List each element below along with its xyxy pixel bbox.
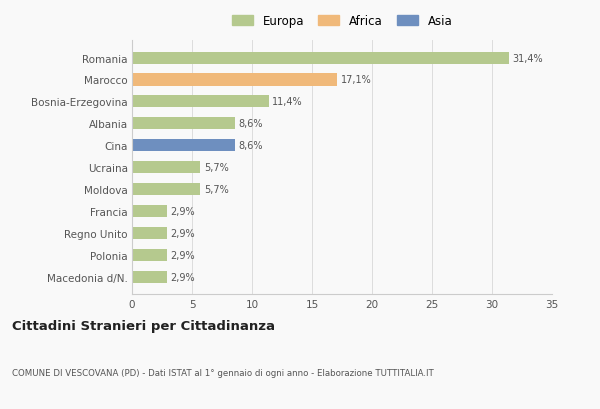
Text: 5,7%: 5,7% bbox=[204, 163, 229, 173]
Bar bbox=[132, 140, 235, 152]
Bar bbox=[132, 74, 337, 86]
Bar bbox=[132, 96, 269, 108]
Bar bbox=[132, 184, 200, 196]
Bar bbox=[132, 271, 167, 283]
Text: Cittadini Stranieri per Cittadinanza: Cittadini Stranieri per Cittadinanza bbox=[12, 319, 275, 332]
Text: 5,7%: 5,7% bbox=[204, 184, 229, 195]
Bar bbox=[132, 227, 167, 239]
Text: 2,9%: 2,9% bbox=[170, 228, 195, 238]
Bar bbox=[132, 118, 235, 130]
Text: 2,9%: 2,9% bbox=[170, 272, 195, 282]
Bar bbox=[132, 162, 200, 174]
Text: 2,9%: 2,9% bbox=[170, 250, 195, 260]
Text: 11,4%: 11,4% bbox=[272, 97, 303, 107]
Bar bbox=[132, 52, 509, 65]
Text: COMUNE DI VESCOVANA (PD) - Dati ISTAT al 1° gennaio di ogni anno - Elaborazione : COMUNE DI VESCOVANA (PD) - Dati ISTAT al… bbox=[12, 368, 434, 377]
Legend: Europa, Africa, Asia: Europa, Africa, Asia bbox=[228, 11, 456, 31]
Text: 31,4%: 31,4% bbox=[512, 54, 543, 63]
Bar bbox=[132, 205, 167, 218]
Bar bbox=[132, 249, 167, 261]
Text: 8,6%: 8,6% bbox=[239, 119, 263, 129]
Text: 8,6%: 8,6% bbox=[239, 141, 263, 151]
Text: 17,1%: 17,1% bbox=[341, 75, 371, 85]
Text: 2,9%: 2,9% bbox=[170, 207, 195, 216]
